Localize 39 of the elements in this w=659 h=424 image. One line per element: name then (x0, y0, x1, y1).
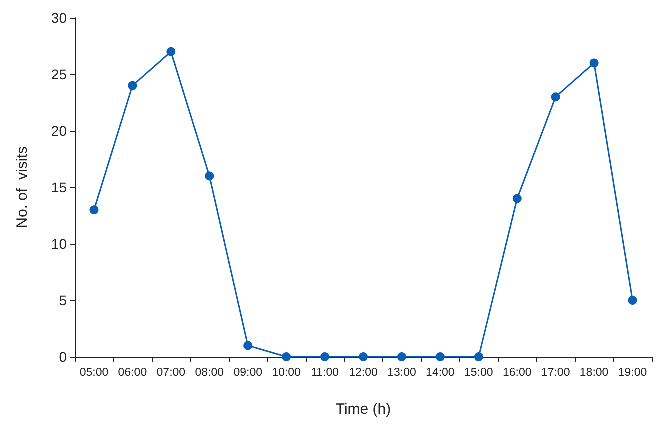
point (359, 352, 368, 362)
point (436, 352, 445, 362)
x-tick-label: 17:00 (541, 367, 570, 379)
point (128, 81, 138, 90)
point (282, 352, 292, 362)
x-tick-label: 14:00 (426, 367, 455, 379)
point (244, 341, 253, 350)
y-tick-label: 15 (51, 180, 68, 196)
x-tick-label: 08:00 (195, 367, 224, 379)
x-tick-label: 15:00 (464, 367, 494, 379)
point (397, 352, 406, 362)
point (628, 296, 638, 305)
x-tick-label: 09:00 (234, 367, 262, 379)
y-axis-title: No. of visits (14, 146, 31, 228)
y-tick-label: 5 (59, 292, 68, 308)
point (590, 58, 599, 68)
y-tick-label: 0 (59, 349, 68, 365)
x-tick-label: 06:00 (118, 367, 148, 379)
point (551, 92, 560, 102)
x-tick-label: 19:00 (618, 367, 648, 379)
point (90, 206, 99, 215)
y-tick-label: 25 (51, 66, 68, 82)
y-tick-label: 10 (51, 236, 68, 252)
y-tick-label: 30 (51, 10, 68, 26)
y-tick-label: 20 (51, 123, 68, 139)
x-tick-label: 07:00 (156, 367, 186, 379)
point (205, 172, 214, 181)
x-axis-title: Time (h) (336, 401, 392, 418)
x-tick-label: 18:00 (580, 367, 609, 379)
x-tick-label: 12:00 (349, 367, 378, 379)
point (320, 352, 330, 362)
x-tick-label: 05:00 (80, 367, 109, 379)
x-tick-label: 10:00 (272, 367, 301, 379)
point (474, 352, 484, 362)
point (512, 194, 522, 204)
x-tick-label: 11:00 (311, 367, 339, 379)
x-tick-label: 13:00 (388, 367, 416, 379)
x-tick-label: 16:00 (502, 367, 532, 379)
point (166, 47, 176, 56)
